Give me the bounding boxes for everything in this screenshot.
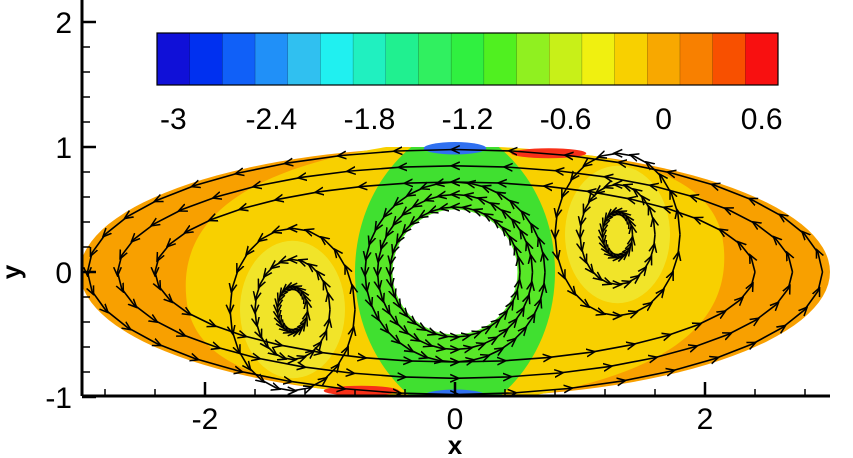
colorbar-swatch-7 bbox=[385, 33, 419, 85]
colorbar-label-2: -1.8 bbox=[344, 103, 396, 136]
y-tick-label-0: -1 bbox=[45, 382, 72, 415]
x-tick-label-0: -2 bbox=[192, 403, 219, 436]
colorbar-swatch-14 bbox=[614, 33, 648, 85]
y-tick-label-3: 2 bbox=[55, 7, 72, 40]
colorbar-swatch-8 bbox=[418, 33, 452, 85]
y-tick-label-1: 0 bbox=[55, 257, 72, 290]
colorbar-swatch-0 bbox=[157, 33, 191, 85]
colorbar-swatch-18 bbox=[745, 33, 779, 85]
y-axis-label: y bbox=[0, 264, 26, 279]
region-wall-top bbox=[423, 142, 487, 155]
colorbar-label-0: -3 bbox=[160, 103, 187, 136]
colorbar-frame bbox=[156, 32, 779, 86]
colorbar-swatch-15 bbox=[647, 33, 681, 85]
y-tick-label-2: 1 bbox=[55, 132, 72, 165]
x-tick-label-2: 2 bbox=[697, 403, 714, 436]
colorbar-swatch-17 bbox=[712, 33, 746, 85]
inner-cylinder bbox=[392, 209, 518, 335]
colorbar-swatch-13 bbox=[581, 33, 616, 85]
colorbar-swatch-6 bbox=[353, 33, 387, 85]
colorbar-swatch-11 bbox=[516, 33, 550, 85]
colorbar-label-5: 0 bbox=[655, 103, 672, 136]
x-axis-label: x bbox=[448, 430, 463, 458]
colorbar-label-4: -0.6 bbox=[540, 103, 592, 136]
colorbar-label-6: 0.6 bbox=[741, 103, 783, 136]
colorbar-swatch-10 bbox=[483, 33, 518, 85]
colorbar-swatch-12 bbox=[549, 33, 583, 85]
colorbar-label-3: -1.2 bbox=[442, 103, 494, 136]
colorbar-label-1: -2.4 bbox=[246, 103, 298, 136]
colorbar-swatch-16 bbox=[679, 33, 714, 85]
tick-labels: -2 0 2 -1 0 1 2 bbox=[45, 7, 713, 436]
colorbar-swatch-1 bbox=[189, 33, 223, 85]
colorbar-swatch-3 bbox=[255, 33, 289, 85]
streamline-vortex-0-2 bbox=[230, 228, 355, 390]
colorbar-swatch-9 bbox=[451, 33, 485, 85]
x-tick-label-1: 0 bbox=[447, 403, 464, 436]
colorbar-swatch-4 bbox=[287, 33, 321, 85]
colorbar-swatch-2 bbox=[222, 33, 256, 85]
streamline-vortex-1-2 bbox=[555, 153, 680, 315]
field-layer bbox=[82, 142, 830, 396]
colorbar-swatch-5 bbox=[320, 33, 354, 85]
axes bbox=[80, 0, 830, 399]
colorbar: -3 -2.4 -1.8 -1.2 -0.6 0 0.6 bbox=[156, 32, 783, 136]
